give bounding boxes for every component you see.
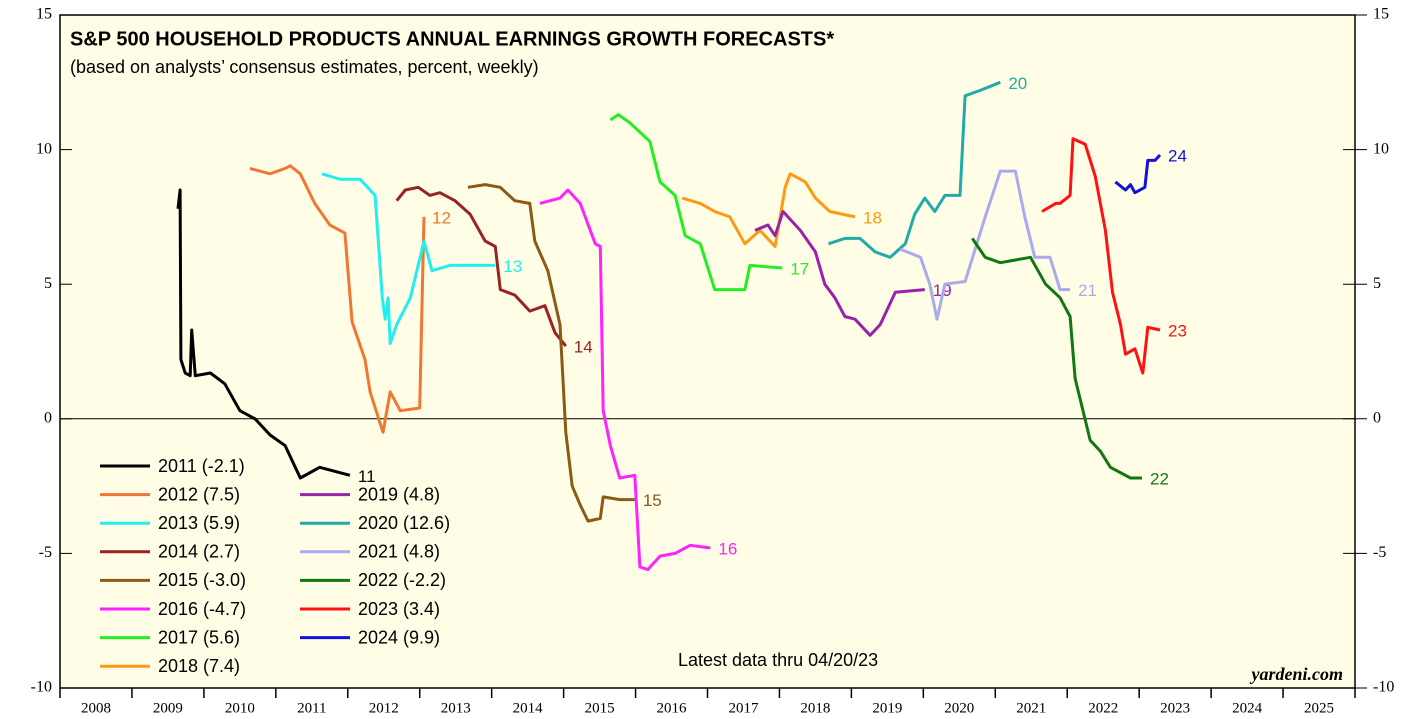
x-tick-label: 2024 bbox=[1232, 700, 1263, 716]
x-tick-label: 2018 bbox=[800, 700, 830, 716]
series-line bbox=[827, 80, 1001, 259]
legend-label: 2018 (7.4) bbox=[158, 656, 240, 676]
series-line bbox=[754, 210, 925, 337]
x-tick-label: 2020 bbox=[944, 700, 974, 716]
y2-tick-label: 10 bbox=[1373, 140, 1389, 157]
series-line bbox=[395, 185, 567, 348]
legend-label: 2017 (5.6) bbox=[158, 627, 240, 647]
x-tick-label: 2017 bbox=[728, 700, 759, 716]
y-tick-label: -5 bbox=[39, 544, 52, 561]
series-line bbox=[681, 172, 856, 248]
source: yardeni.com bbox=[1250, 664, 1344, 684]
legend-label: 2011 (-2.1) bbox=[158, 456, 245, 476]
x-tick-label: 2013 bbox=[441, 700, 471, 716]
y-tick-label: 0 bbox=[44, 409, 52, 426]
y-tick-label: 5 bbox=[44, 275, 52, 292]
end-label: 23 bbox=[1168, 321, 1187, 340]
legend-label: 2016 (-4.7) bbox=[158, 599, 246, 619]
legend-label: 2022 (-2.2) bbox=[358, 570, 446, 590]
series-line bbox=[249, 164, 426, 434]
end-label: 18 bbox=[863, 208, 882, 227]
legend-label: 2015 (-3.0) bbox=[158, 570, 246, 590]
x-tick-label: 2025 bbox=[1304, 700, 1334, 716]
legend-label: 2013 (5.9) bbox=[158, 513, 240, 533]
x-tick-label: 2011 bbox=[297, 700, 326, 716]
end-label: 17 bbox=[790, 260, 809, 279]
end-label: 24 bbox=[1168, 146, 1187, 165]
legend-label: 2012 (7.5) bbox=[158, 484, 240, 504]
x-tick-label: 2014 bbox=[513, 700, 544, 716]
chart-title: S&P 500 HOUSEHOLD PRODUCTS ANNUAL EARNIN… bbox=[70, 28, 834, 50]
x-tick-label: 2016 bbox=[657, 700, 688, 716]
plot-area bbox=[59, 14, 1356, 689]
series-line bbox=[176, 188, 351, 480]
legend-label: 2023 (3.4) bbox=[358, 599, 440, 619]
x-tick-label: 2021 bbox=[1016, 700, 1046, 716]
series-line bbox=[321, 172, 496, 345]
legend-label: 2021 (4.8) bbox=[358, 542, 440, 562]
annotation: Latest data thru 04/20/23 bbox=[678, 650, 878, 670]
y2-tick-label: 5 bbox=[1373, 275, 1381, 292]
end-label: 15 bbox=[643, 491, 662, 510]
legend-label: 2014 (2.7) bbox=[158, 542, 240, 562]
end-label: 20 bbox=[1008, 74, 1027, 93]
legend-label: 2024 (9.9) bbox=[358, 627, 440, 647]
x-tick-label: 2012 bbox=[369, 700, 399, 716]
series-line bbox=[467, 183, 635, 523]
chart-subtitle: (based on analysts’ consensus estimates,… bbox=[70, 57, 539, 77]
y-tick-label: 10 bbox=[36, 140, 52, 157]
x-tick-label: 2008 bbox=[81, 700, 111, 716]
legend-label: 2019 (4.8) bbox=[358, 484, 440, 504]
y-tick-label: 15 bbox=[36, 6, 52, 23]
x-tick-label: 2010 bbox=[225, 700, 255, 716]
x-tick-label: 2015 bbox=[585, 700, 615, 716]
end-label: 16 bbox=[718, 540, 737, 559]
end-label: 12 bbox=[432, 208, 451, 227]
end-label: 13 bbox=[503, 257, 522, 276]
x-tick-label: 2019 bbox=[872, 700, 902, 716]
y2-tick-label: -5 bbox=[1373, 544, 1386, 561]
x-tick-label: 2009 bbox=[153, 700, 183, 716]
series-line bbox=[609, 113, 783, 292]
x-tick-label: 2022 bbox=[1088, 700, 1118, 716]
y2-tick-label: 0 bbox=[1373, 409, 1381, 426]
end-label: 22 bbox=[1150, 470, 1169, 489]
x-tick-label: 2023 bbox=[1160, 700, 1190, 716]
end-label: 21 bbox=[1078, 281, 1097, 300]
series-line bbox=[899, 169, 1071, 321]
legend-label: 2020 (12.6) bbox=[358, 513, 450, 533]
end-label: 11 bbox=[358, 467, 376, 486]
y2-tick-label: -10 bbox=[1373, 679, 1394, 696]
series-line bbox=[971, 237, 1142, 480]
end-label: 14 bbox=[574, 338, 593, 357]
series-line bbox=[539, 188, 711, 572]
series-line bbox=[1041, 137, 1161, 375]
y-tick-label: -10 bbox=[31, 679, 52, 696]
series-line bbox=[1114, 153, 1162, 195]
y2-tick-label: 15 bbox=[1373, 6, 1389, 23]
